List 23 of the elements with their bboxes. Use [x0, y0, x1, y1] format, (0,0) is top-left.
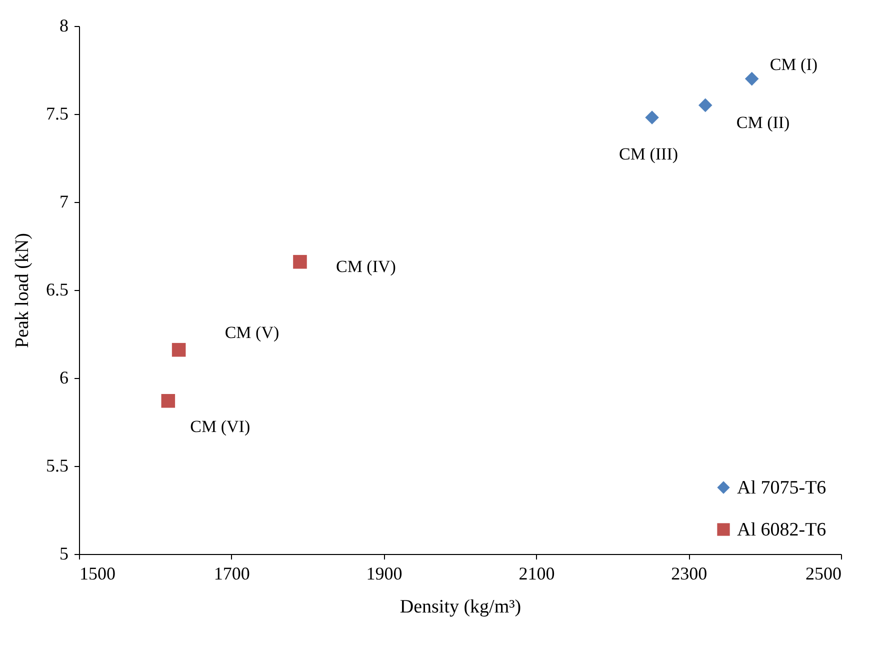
y-tick-label: 6.5 — [46, 280, 68, 300]
x-tick-label: 2100 — [518, 564, 555, 584]
y-tick-label: 6 — [60, 368, 68, 388]
annotation: CM (V) — [224, 322, 280, 342]
annotation: CM (I) — [770, 54, 818, 74]
x-tick-label: 2300 — [671, 564, 708, 584]
y-tick-label: 5.5 — [46, 456, 68, 476]
annotation: CM (III) — [619, 144, 678, 164]
annotation: CM (VI) — [190, 416, 250, 436]
y-tick-label: 8 — [60, 16, 68, 36]
legend-label: Al 6082-T6 — [737, 520, 826, 540]
x-tick-label: 1900 — [366, 564, 402, 584]
annotation: CM (IV) — [336, 256, 396, 276]
x-tick-label: 2500 — [806, 564, 842, 584]
x-axis-title: Density (kg/m³) — [400, 596, 522, 618]
legend-label: Al 7075-T6 — [737, 478, 826, 498]
y-tick-label: 7.5 — [46, 104, 68, 124]
y-axis-title: Peak load (kN) — [12, 232, 33, 348]
y-tick-label: 7 — [60, 192, 68, 212]
x-tick-label: 1700 — [214, 564, 250, 584]
y-tick-label: 5 — [60, 544, 68, 564]
annotation: CM (II) — [736, 113, 790, 132]
x-tick-label: 1500 — [80, 564, 116, 584]
